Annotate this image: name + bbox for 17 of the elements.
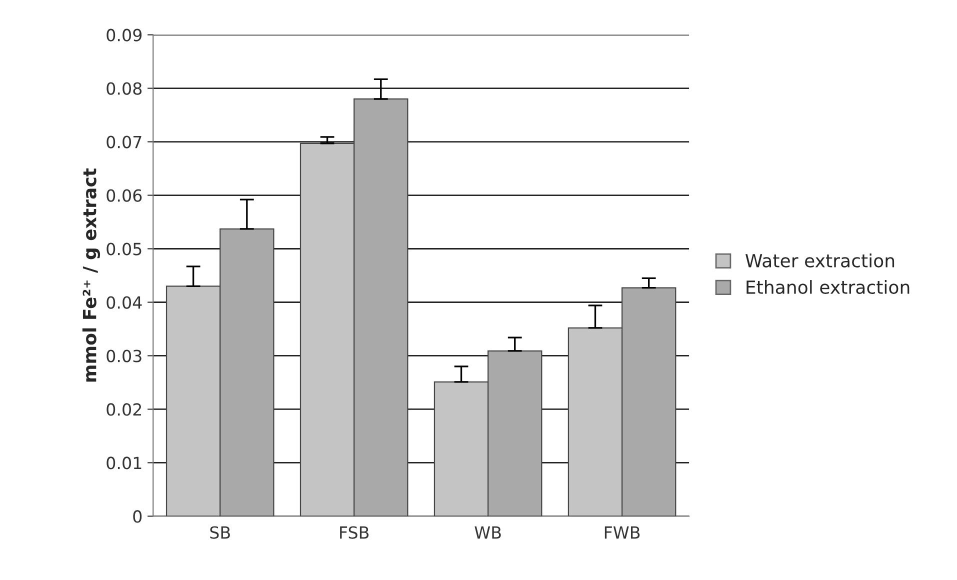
- y-tick-label: 0.08: [106, 82, 142, 95]
- x-tick-label: WB: [474, 526, 501, 539]
- y-tick-label: 0.09: [106, 28, 142, 42]
- y-axis-title: mmol Fe²⁺ / g extract: [82, 168, 100, 382]
- x-tick-label: FSB: [340, 526, 369, 539]
- legend-label: Ethanol extraction: [746, 280, 910, 294]
- y-tick-label: 0.03: [106, 350, 142, 362]
- y-tick-label: 0.06: [106, 189, 142, 202]
- y-tick-label: 0.02: [106, 403, 142, 416]
- y-tick-label: 0.07: [106, 136, 142, 148]
- y-tick-label: 0.01: [106, 456, 142, 470]
- x-tick-label: SB: [210, 526, 230, 539]
- legend-label: Water extraction: [746, 254, 894, 268]
- x-tick-label: FWB: [604, 526, 640, 539]
- y-tick-label: 0.04: [106, 296, 142, 309]
- y-tick-label: 0: [133, 510, 142, 523]
- y-tick-label: 0.05: [106, 242, 142, 256]
